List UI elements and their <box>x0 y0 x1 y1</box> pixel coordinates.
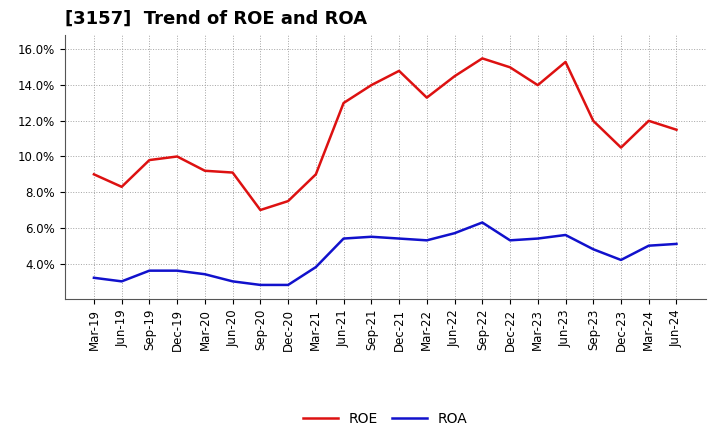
ROA <box>395 236 403 241</box>
ROE <box>256 207 265 213</box>
Line: ROE: ROE <box>94 59 677 210</box>
ROE <box>423 95 431 100</box>
ROE <box>672 127 681 132</box>
ROA <box>616 257 625 263</box>
Text: [3157]  Trend of ROE and ROA: [3157] Trend of ROE and ROA <box>65 10 366 28</box>
ROE <box>312 172 320 177</box>
ROA <box>478 220 487 225</box>
ROA <box>145 268 154 273</box>
ROE <box>145 158 154 163</box>
ROA <box>450 231 459 236</box>
ROE <box>644 118 653 124</box>
ROE <box>284 198 292 204</box>
ROE <box>589 118 598 124</box>
ROA <box>644 243 653 248</box>
ROE <box>89 172 98 177</box>
Legend: ROE, ROA: ROE, ROA <box>297 407 473 432</box>
ROA <box>367 234 376 239</box>
ROE <box>505 65 514 70</box>
ROA <box>505 238 514 243</box>
ROA <box>312 264 320 270</box>
ROA <box>423 238 431 243</box>
ROE <box>561 59 570 65</box>
ROE <box>450 73 459 79</box>
ROA <box>561 232 570 238</box>
ROA <box>534 236 542 241</box>
ROA <box>256 282 265 288</box>
ROE <box>173 154 181 159</box>
ROA <box>284 282 292 288</box>
ROA <box>589 246 598 252</box>
ROE <box>228 170 237 175</box>
ROE <box>478 56 487 61</box>
ROA <box>117 279 126 284</box>
ROA <box>672 241 681 246</box>
ROE <box>616 145 625 150</box>
ROE <box>534 83 542 88</box>
ROA <box>201 271 210 277</box>
ROE <box>395 68 403 73</box>
ROA <box>339 236 348 241</box>
ROE <box>117 184 126 190</box>
ROA <box>228 279 237 284</box>
Line: ROA: ROA <box>94 223 677 285</box>
ROA <box>89 275 98 280</box>
ROE <box>367 83 376 88</box>
ROE <box>201 168 210 173</box>
ROE <box>339 100 348 106</box>
ROA <box>173 268 181 273</box>
